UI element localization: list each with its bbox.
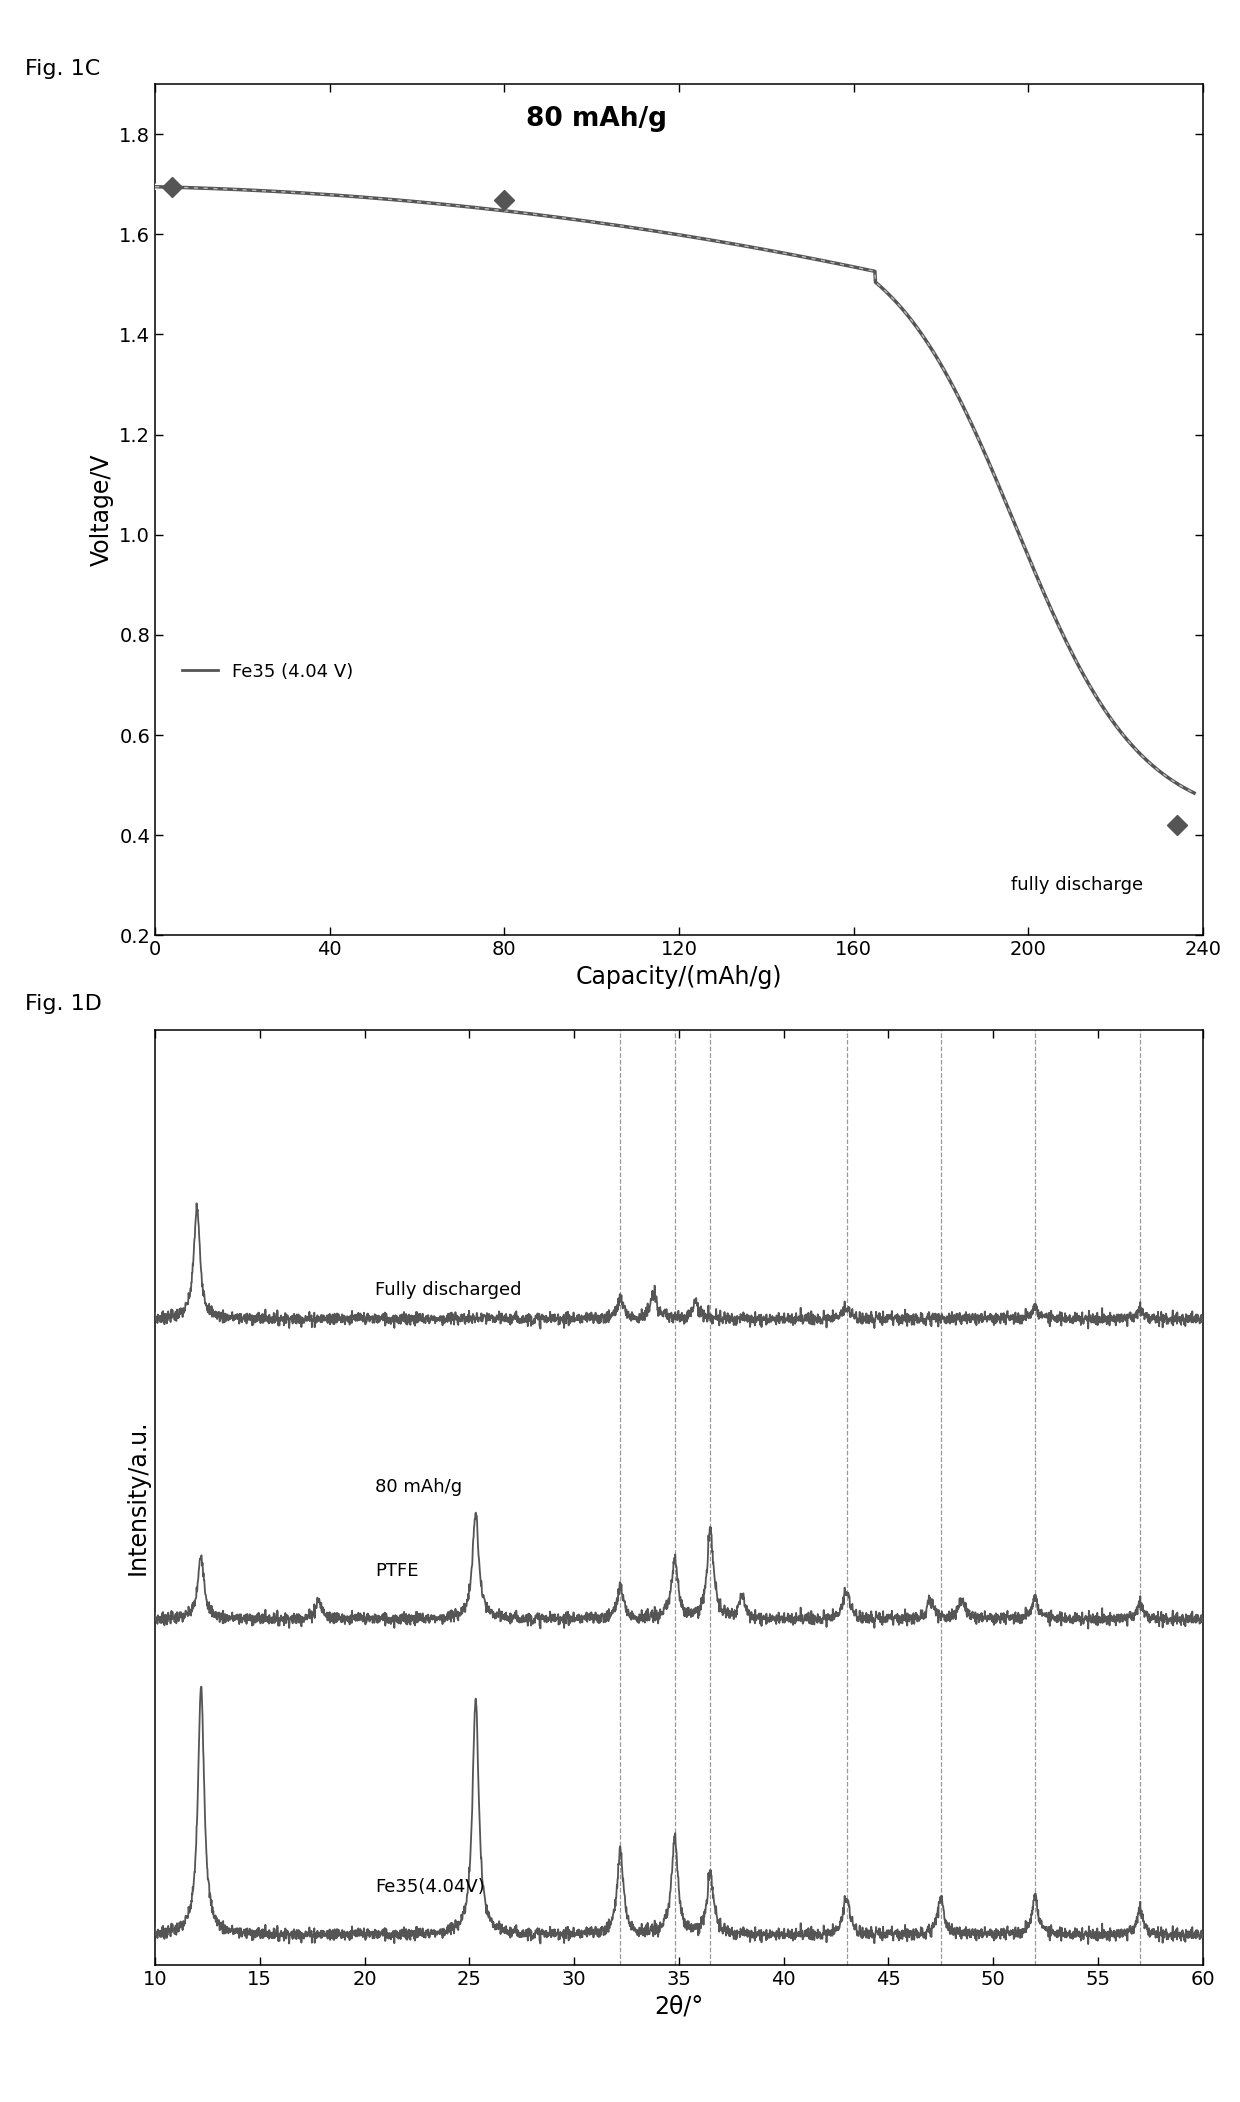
X-axis label: 2θ/°: 2θ/° [655, 1995, 703, 2018]
Text: Fig. 1D: Fig. 1D [25, 994, 102, 1015]
X-axis label: Capacity/(mAh/g): Capacity/(mAh/g) [575, 965, 782, 988]
Y-axis label: Intensity/a.u.: Intensity/a.u. [125, 1421, 150, 1574]
Text: PTFE: PTFE [374, 1562, 419, 1581]
Text: 80 mAh/g: 80 mAh/g [526, 105, 667, 132]
Text: fully discharge: fully discharge [1011, 877, 1143, 893]
Text: Fig. 1C: Fig. 1C [25, 59, 100, 80]
Legend: Fe35 (4.04 V): Fe35 (4.04 V) [175, 656, 361, 687]
Text: 80 mAh/g: 80 mAh/g [374, 1478, 463, 1497]
Y-axis label: Voltage/V: Voltage/V [89, 454, 114, 565]
Text: Fully discharged: Fully discharged [374, 1282, 522, 1299]
Text: Fe35(4.04V): Fe35(4.04V) [374, 1877, 485, 1896]
